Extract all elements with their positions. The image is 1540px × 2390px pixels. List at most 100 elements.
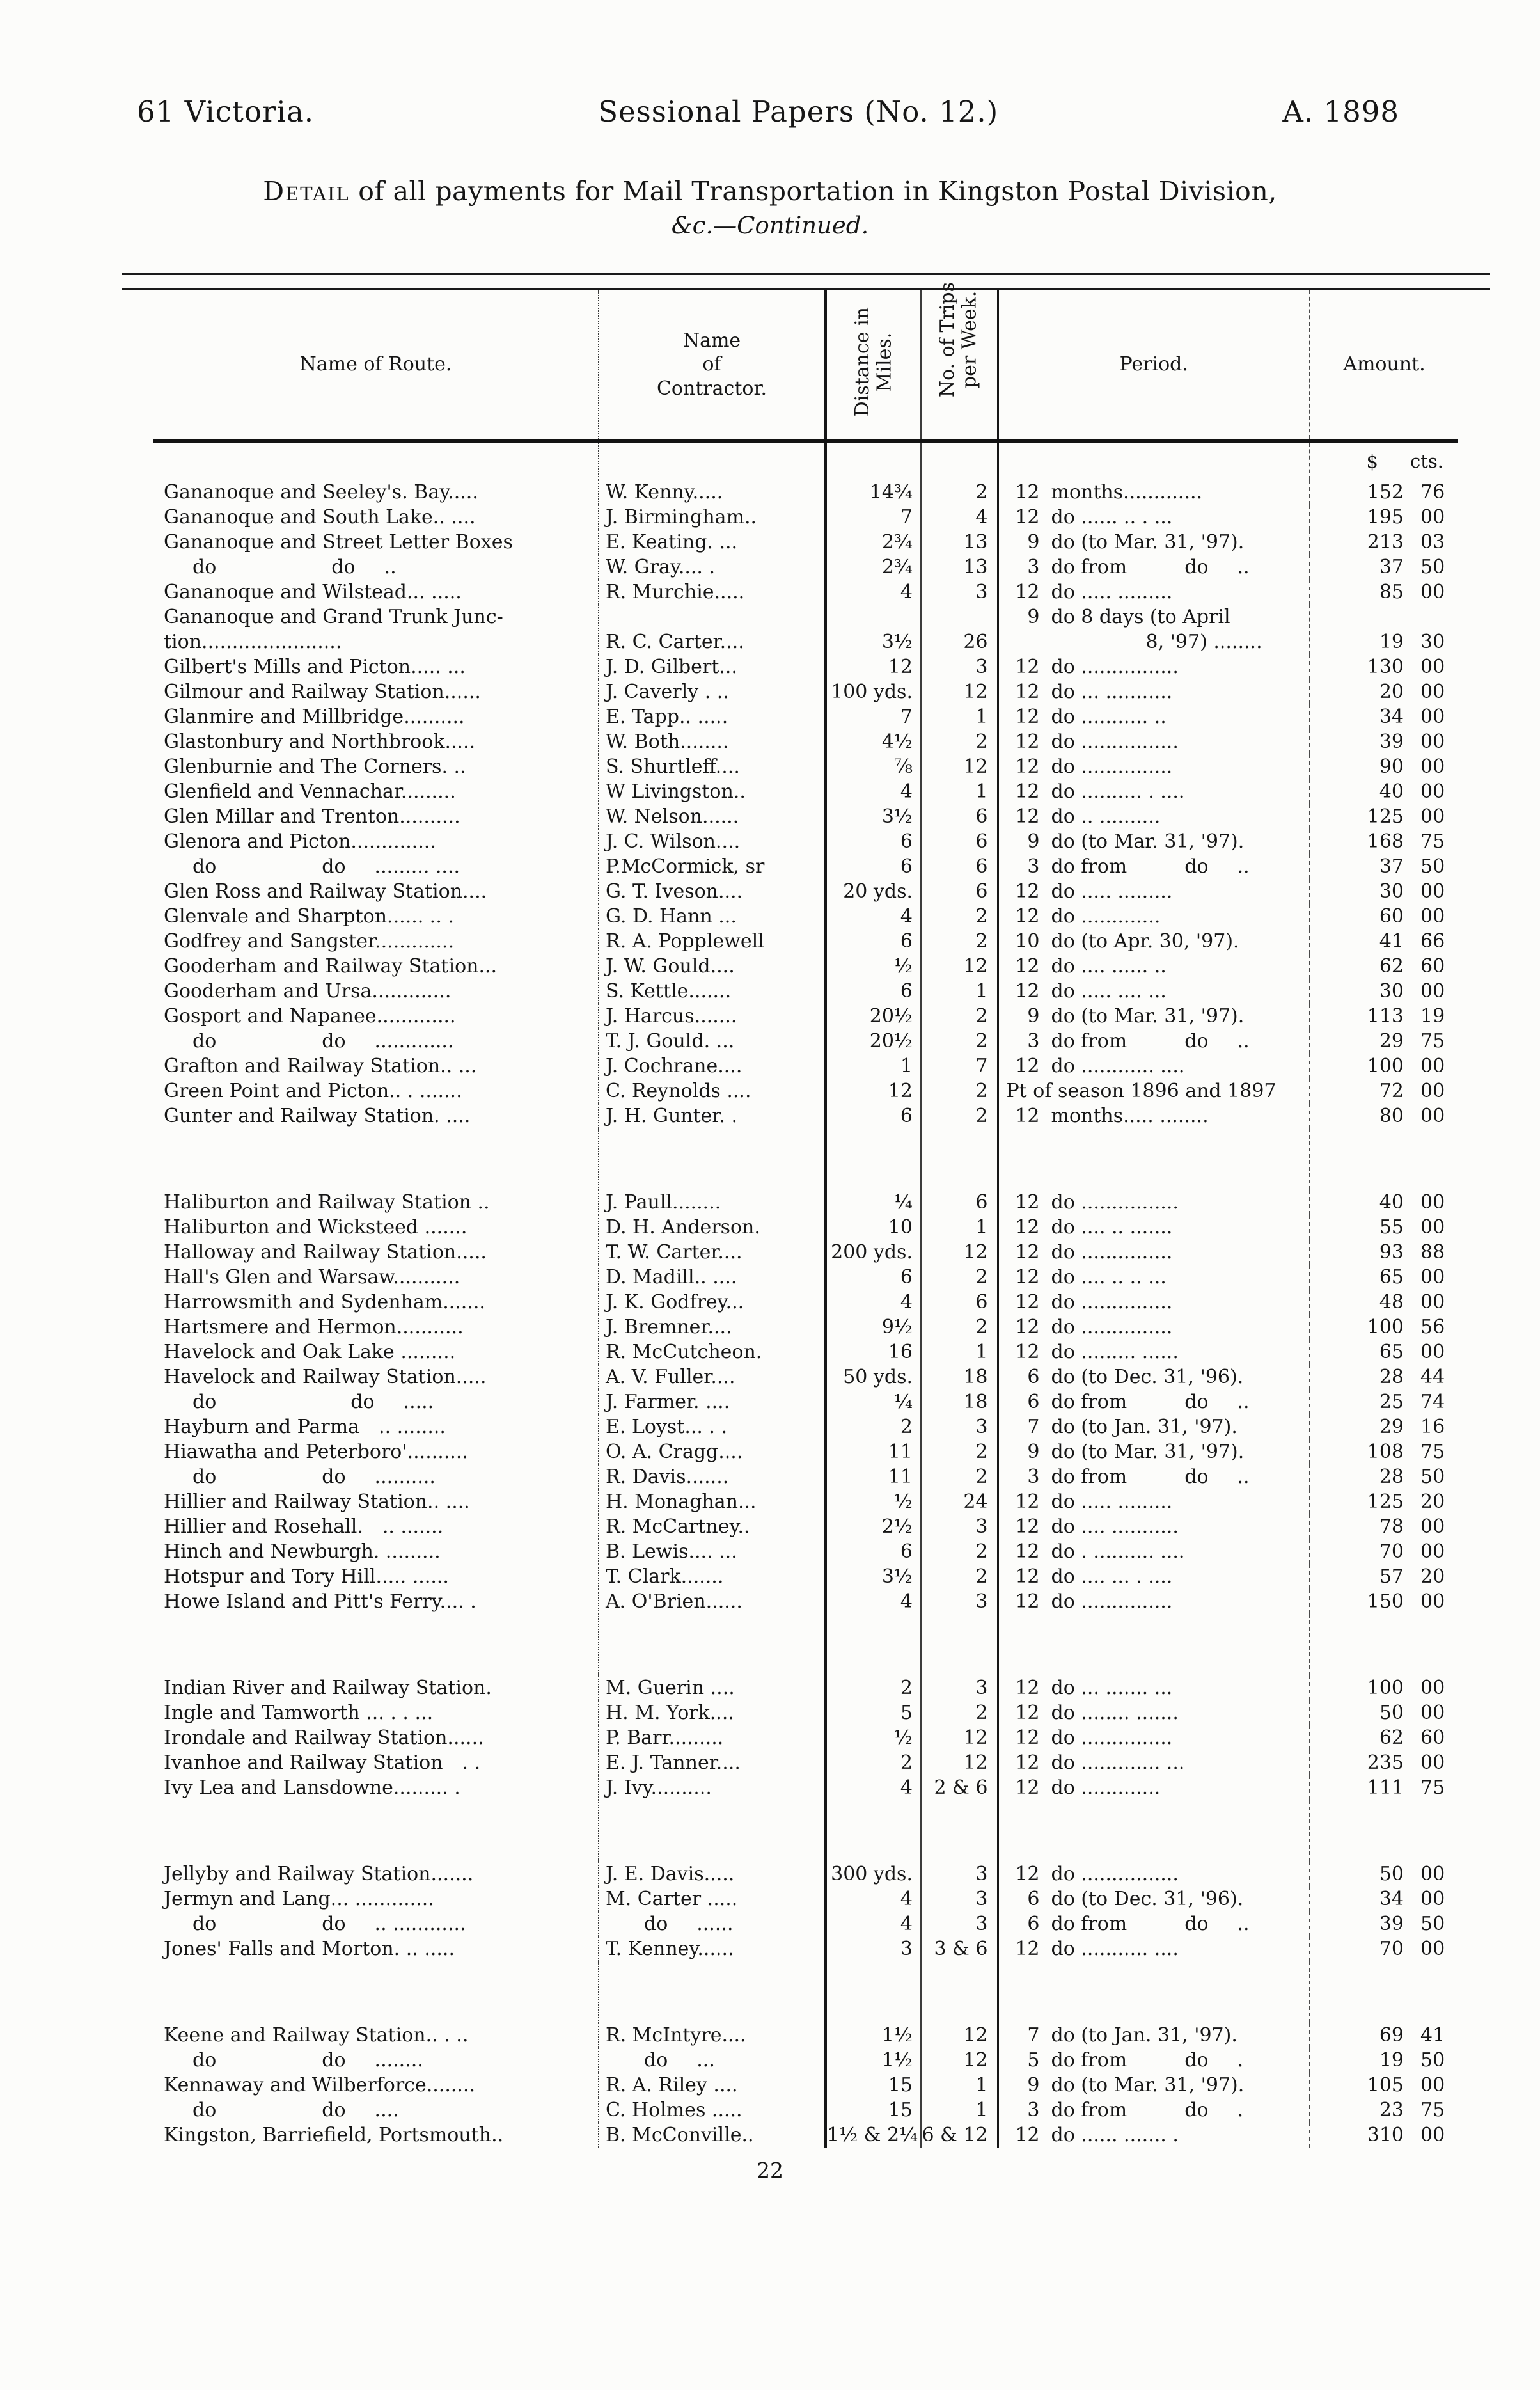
period-cell: 10 do (to Apr. 30, '97). xyxy=(998,929,1310,954)
amount-dollars-cell: 28 xyxy=(1379,1466,1404,1488)
trips-cell: 2 xyxy=(921,1004,999,1029)
route-cell: Gooderham and Railway Station... xyxy=(153,954,599,979)
period-cell: 12 do .... ........... xyxy=(998,1514,1310,1539)
distance-cell: 1 xyxy=(826,1054,922,1079)
route-cell: Gunter and Railway Station. .... xyxy=(153,1104,599,1128)
contractor-cell xyxy=(599,1614,827,1675)
contractor-cell: J. Ivy.......... xyxy=(599,1775,827,1800)
trips-cell: 2 xyxy=(921,1464,999,1489)
contractor-cell: T. J. Gould. ... xyxy=(599,1029,827,1054)
amount-cents-cell: 20 xyxy=(1420,1565,1445,1588)
period-cell: 12 do ................ xyxy=(998,1190,1310,1215)
distance-cell: 6 xyxy=(826,854,922,879)
contractor-cell: J. K. Godfrey... xyxy=(599,1290,827,1315)
contractor-cell: R. McCartney.. xyxy=(599,1514,827,1539)
table-row: do do ......... .... P.McCormick, sr 6 6 3 do… xyxy=(153,854,1458,879)
amount-cents-cell: 75 xyxy=(1420,1030,1445,1052)
route-cell: Godfrey and Sangster............. xyxy=(153,929,599,954)
amount-cents-cell: 00 xyxy=(1420,1702,1445,1724)
amount-cents-cell: 00 xyxy=(1420,1863,1445,1885)
amount-dollars-cell: 55 xyxy=(1379,1216,1404,1239)
distance-cell: 1½ xyxy=(826,2023,922,2048)
period-cell: 12 months............. xyxy=(998,480,1310,505)
distance-cell: 4 xyxy=(826,1775,922,1800)
period-cell: 12 do .... .. ....... xyxy=(998,1215,1310,1240)
table-row: Gananoque and Grand Trunk Junc-tion.....… xyxy=(153,605,1458,654)
period-cell: 12 do .... ...... .. xyxy=(998,954,1310,979)
trips-cell: 12 xyxy=(921,2023,999,2048)
trips-cell: 3 xyxy=(921,1514,999,1539)
amount-dollars-cell: 125 xyxy=(1367,1491,1404,1513)
trips-cell: 12 xyxy=(921,1725,999,1750)
column-header-distance: Distance in Miles. xyxy=(826,290,922,443)
distance-cell: ¼ xyxy=(826,1389,922,1414)
table-row: Gunter and Railway Station. .... J. H. Gu… xyxy=(153,1104,1458,1128)
period-cell: 12 do ............. xyxy=(998,904,1310,929)
route-cell: Glen Millar and Trenton.......... xyxy=(153,804,599,829)
year-label: A. 1898 xyxy=(1282,95,1399,129)
amount-dollars-cell: 40 xyxy=(1379,1191,1404,1214)
amount-cents-cell: 75 xyxy=(1420,1777,1445,1799)
period-cell: 12 months..... ........ xyxy=(998,1104,1310,1128)
contractor-cell: W Livingston.. xyxy=(599,779,827,804)
amount-cents-cell: 19 xyxy=(1420,1005,1445,1027)
period-cell xyxy=(998,1128,1310,1190)
amount-cents-cell: 88 xyxy=(1420,1241,1445,1263)
amount-dollars-cell: 57 xyxy=(1379,1565,1404,1588)
table-row: Hillier and Rosehall. .. ....... R. McCar… xyxy=(153,1514,1458,1539)
paper-title: Sessional Papers (No. 12.) xyxy=(598,95,999,129)
amount-dollars-cell: 29 xyxy=(1379,1416,1404,1438)
amount-dollars-cell: 100 xyxy=(1367,1316,1404,1338)
trips-cell: 6 xyxy=(921,879,999,904)
amount-cents-cell: 00 xyxy=(1420,1888,1445,1910)
trips-cell: 2 xyxy=(921,1700,999,1725)
table-row: do do ........ do ... 1½ 12 5 do from do . 19… xyxy=(153,2048,1458,2073)
distance-cell: 4 xyxy=(826,1887,922,1911)
table-row: Hall's Glen and Warsaw........... D. Madi… xyxy=(153,1265,1458,1290)
amount-dollars-cell: 19 xyxy=(1379,2049,1404,2071)
table-row: Havelock and Railway Station..... A. V. F… xyxy=(153,1365,1458,1389)
amount-dollars-cell: 90 xyxy=(1379,756,1404,778)
contractor-cell: W. Kenny..... xyxy=(599,480,827,505)
trips-cell: 12 xyxy=(921,754,999,779)
table-row: Glastonbury and Northbrook..... W. Both..… xyxy=(153,729,1458,754)
period-cell: 12 do ............... xyxy=(998,1290,1310,1315)
distance-cell: 7 xyxy=(826,505,922,530)
amount-dollars-cell: 105 xyxy=(1367,2074,1404,2096)
trips-cell: 1 xyxy=(921,1340,999,1365)
distance-cell: 15 xyxy=(826,2098,922,2123)
trips-cell: 1 xyxy=(921,1215,999,1240)
contractor-cell: do ...... xyxy=(599,1911,827,1936)
table-row: Havelock and Oak Lake ......... R. McCutc… xyxy=(153,1340,1458,1365)
contractor-cell: J. C. Wilson.... xyxy=(599,829,827,854)
amount-cents-cell: 00 xyxy=(1420,980,1445,1002)
amount-cents-cell: 00 xyxy=(1420,1752,1445,1774)
amount-cents-cell: 75 xyxy=(1420,830,1445,853)
table-row: Glenvale and Sharpton...... .. . G. D. Ha… xyxy=(153,904,1458,929)
route-cell: Gilmour and Railway Station...... xyxy=(153,679,599,704)
amount-cents-cell: 50 xyxy=(1420,1913,1445,1935)
trips-cell: 3 xyxy=(921,1862,999,1887)
amount-cents-cell: 30 xyxy=(1420,631,1445,653)
trips-cell: 6 & 12 xyxy=(921,2123,999,2148)
amount-dollars-cell: 60 xyxy=(1379,905,1404,928)
amount-cents-cell: 00 xyxy=(1420,2124,1445,2146)
period-cell: 12 do ..... ......... xyxy=(998,1489,1310,1514)
table-row: do do .. ............ do ...... 4 3 6 do fro… xyxy=(153,1911,1458,1936)
amount-dollars-cell: 37 xyxy=(1379,556,1404,578)
contractor-cell: R. Davis....... xyxy=(599,1464,827,1489)
distance-cell: 3½ xyxy=(826,605,922,654)
trips-cell: 3 xyxy=(921,1911,999,1936)
period-cell: 12 do ............... xyxy=(998,1589,1310,1614)
amount-cents-cell xyxy=(1410,1961,1458,2023)
contractor-cell xyxy=(599,1128,827,1190)
route-cell: Kennaway and Wilberforce........ xyxy=(153,2073,599,2098)
table-row: do do ..... J. Farmer. .... ¼ 18 6 do from do… xyxy=(153,1389,1458,1414)
amount-dollars-cell: 213 xyxy=(1367,531,1404,553)
trips-cell: 3 xyxy=(921,580,999,605)
contractor-cell: C. Reynolds .... xyxy=(599,1079,827,1104)
distance-cell: 12 xyxy=(826,654,922,679)
amount-dollars-cell: 235 xyxy=(1367,1752,1404,1774)
distance-cell xyxy=(826,1128,922,1190)
amount-dollars-cell: 72 xyxy=(1379,1080,1404,1102)
